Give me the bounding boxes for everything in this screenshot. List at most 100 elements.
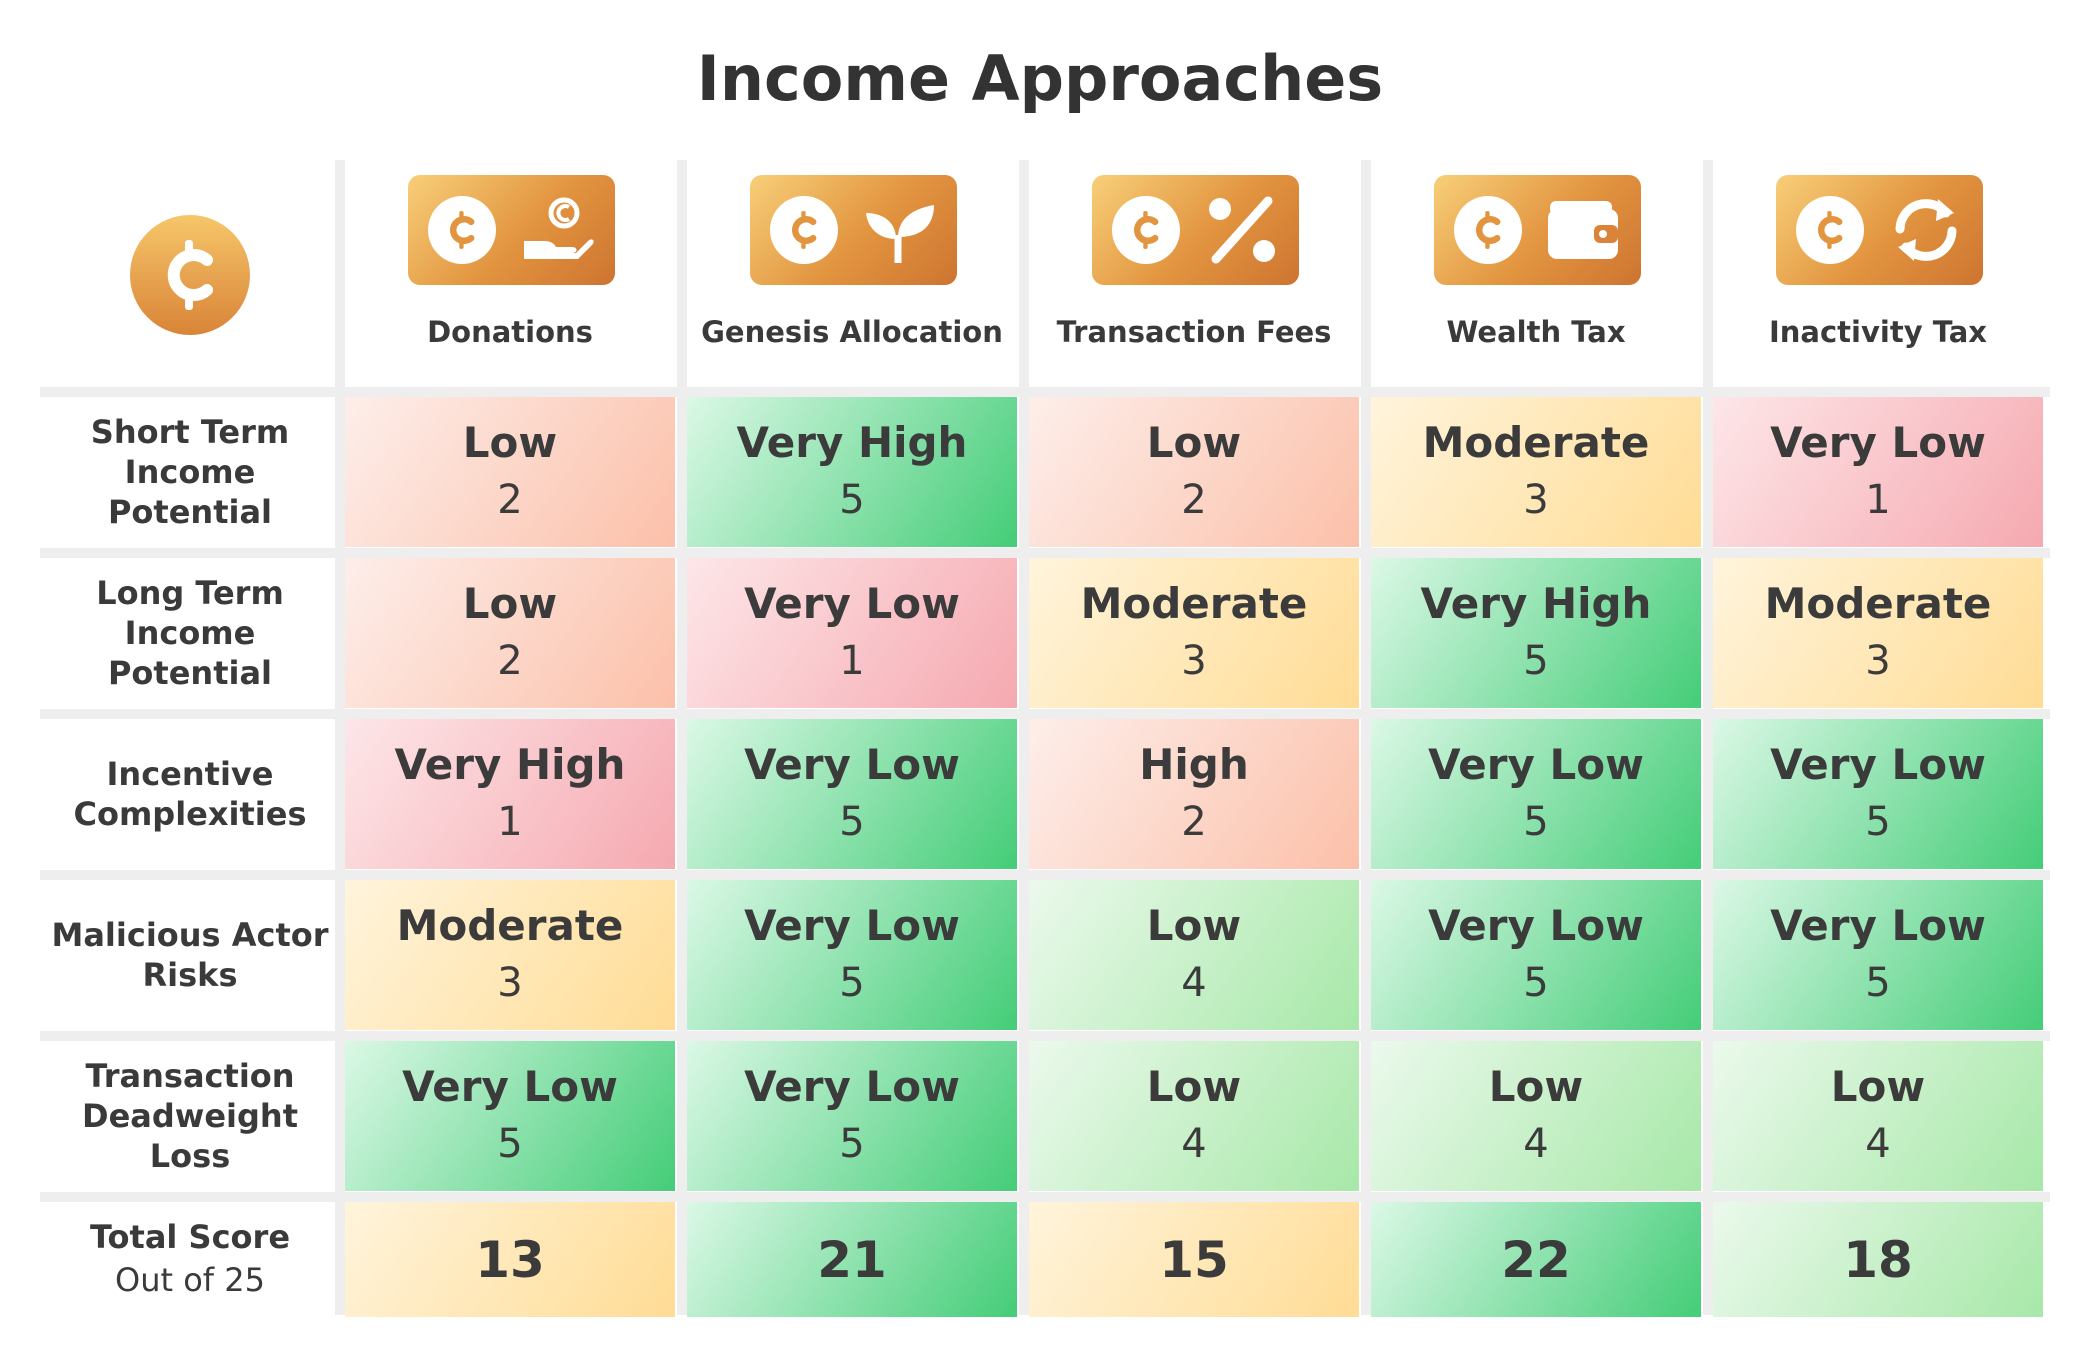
score-value: 5	[497, 1121, 523, 1167]
score-level: Low	[1488, 1062, 1584, 1111]
score-level: Very Low	[744, 1062, 960, 1111]
column-label: Wealth Tax	[1446, 315, 1626, 349]
score-cell: Very Low 1	[1713, 397, 2043, 547]
column-icon-badge	[750, 175, 957, 285]
score-cell: Very Low 5	[1371, 880, 1701, 1030]
row-label: Long Term Income Potential	[40, 558, 340, 708]
column-icon-badge	[1092, 175, 1299, 285]
row-label-line: Risks	[142, 956, 238, 994]
score-value: 5	[839, 477, 865, 523]
score-value: 1	[839, 638, 865, 684]
grid-line-horizontal	[40, 1031, 2050, 1041]
chart-title: Income Approaches	[696, 42, 1384, 115]
total-score-value: 22	[1501, 1230, 1571, 1289]
score-level: Very Low	[744, 901, 960, 950]
row-label-line: Deadweight	[82, 1097, 298, 1135]
score-value: 1	[1865, 477, 1891, 523]
grid-line-vertical	[1019, 160, 1029, 1315]
score-value: 3	[497, 960, 523, 1006]
score-level: Low	[1146, 1062, 1242, 1111]
score-cell: Very Low 5	[1371, 719, 1701, 869]
grid-line-vertical	[335, 160, 345, 1315]
total-score-value: 18	[1843, 1230, 1913, 1289]
grid-line-vertical	[1703, 160, 1713, 1315]
coin-icon	[1454, 196, 1522, 264]
score-cell: Very Low 5	[687, 1041, 1017, 1191]
column-icon-badge	[1776, 175, 1983, 285]
score-cell: Very Low 5	[687, 719, 1017, 869]
total-score-value: 21	[817, 1230, 887, 1289]
row-label: Short Term Income Potential	[40, 397, 340, 547]
score-value: 4	[1181, 1121, 1207, 1167]
column-header: Genesis Allocation	[687, 175, 1017, 375]
score-cell: Very Low 5	[345, 1041, 675, 1191]
row-label-line: Income	[124, 614, 256, 652]
grid-line-horizontal	[40, 1192, 2050, 1202]
score-cell: Low 2	[345, 397, 675, 547]
score-value: 3	[1181, 638, 1207, 684]
refresh-icon	[1888, 195, 1964, 265]
score-value: 1	[497, 799, 523, 845]
score-level: Low	[462, 579, 558, 628]
column-label: Donations	[427, 315, 593, 349]
score-value: 5	[839, 960, 865, 1006]
score-cell: Low 4	[1029, 1041, 1359, 1191]
total-score-value: 13	[475, 1230, 545, 1289]
row-label-line: Potential	[107, 654, 273, 692]
total-score-cell: 21	[687, 1202, 1017, 1317]
score-cell: Low 2	[1029, 397, 1359, 547]
total-score-cell: 18	[1713, 1202, 2043, 1317]
column-header: Wealth Tax	[1371, 175, 1701, 375]
coin-icon	[130, 215, 250, 335]
row-label-line: Income	[124, 453, 256, 491]
score-cell: Moderate 3	[345, 880, 675, 1030]
score-value: 4	[1181, 960, 1207, 1006]
coin-icon	[1112, 196, 1180, 264]
row-label-line: Loss	[149, 1137, 231, 1175]
score-cell: Very Low 1	[687, 558, 1017, 708]
score-cell: Very Low 5	[687, 880, 1017, 1030]
score-cell: Low 4	[1029, 880, 1359, 1030]
grid-line-horizontal	[40, 709, 2050, 719]
score-level: Moderate	[396, 901, 624, 950]
score-value: 5	[1523, 799, 1549, 845]
score-cell: Very High 5	[1371, 558, 1701, 708]
column-header: Transaction Fees	[1029, 175, 1359, 375]
row-label: Transaction Deadweight Loss	[40, 1041, 340, 1191]
score-value: 4	[1865, 1121, 1891, 1167]
score-level: Very High	[1420, 579, 1652, 628]
column-icon-badge	[408, 175, 615, 285]
row-label-line: Incentive	[106, 755, 274, 793]
score-value: 2	[497, 638, 523, 684]
score-level: Low	[1146, 418, 1242, 467]
row-label-line: Transaction	[85, 1057, 295, 1095]
grid-line-horizontal	[40, 387, 2050, 397]
hand-coin-icon	[520, 195, 596, 265]
total-score-cell: 22	[1371, 1202, 1701, 1317]
column-label: Inactivity Tax	[1768, 315, 1988, 349]
score-level: Very High	[394, 740, 626, 789]
score-level: Very Low	[1770, 418, 1986, 467]
score-cell: Very High 1	[345, 719, 675, 869]
row-label-line: Malicious Actor	[51, 916, 329, 954]
score-cell: Very Low 5	[1713, 880, 2043, 1030]
score-value: 5	[1865, 799, 1891, 845]
score-level: Very High	[736, 418, 968, 467]
score-value: 5	[1865, 960, 1891, 1006]
grid-line-horizontal	[40, 870, 2050, 880]
total-score-cell: 15	[1029, 1202, 1359, 1317]
score-level: Very Low	[1770, 901, 1986, 950]
score-level: Low	[462, 418, 558, 467]
coin-icon	[770, 196, 838, 264]
grid-line-vertical	[677, 160, 687, 1315]
score-value: 2	[1181, 477, 1207, 523]
score-value: 3	[1523, 477, 1549, 523]
score-level: Low	[1146, 901, 1242, 950]
score-level: Moderate	[1080, 579, 1308, 628]
score-cell: Low 2	[345, 558, 675, 708]
score-cell: Moderate 3	[1029, 558, 1359, 708]
row-label-line: Potential	[107, 493, 273, 531]
column-label: Genesis Allocation	[701, 315, 1003, 349]
score-level: Very Low	[1428, 740, 1644, 789]
grid-line-horizontal	[40, 548, 2050, 558]
